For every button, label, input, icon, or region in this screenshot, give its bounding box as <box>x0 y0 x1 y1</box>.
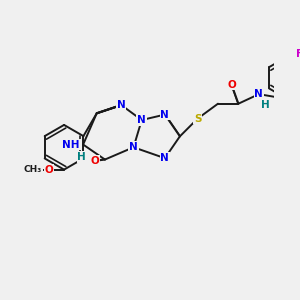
Text: F: F <box>296 49 300 59</box>
Text: N: N <box>137 115 146 125</box>
Text: CH₃: CH₃ <box>24 165 42 174</box>
Text: N: N <box>160 110 169 120</box>
Text: N: N <box>160 153 169 163</box>
Text: NH: NH <box>62 140 80 150</box>
Text: O: O <box>45 165 53 175</box>
Text: N: N <box>129 142 138 152</box>
Text: O: O <box>227 80 236 90</box>
Text: N: N <box>117 100 126 110</box>
Text: H: H <box>77 152 86 162</box>
Text: H: H <box>261 100 270 110</box>
Text: O: O <box>90 156 99 166</box>
Text: S: S <box>194 114 201 124</box>
Text: N: N <box>254 89 263 99</box>
